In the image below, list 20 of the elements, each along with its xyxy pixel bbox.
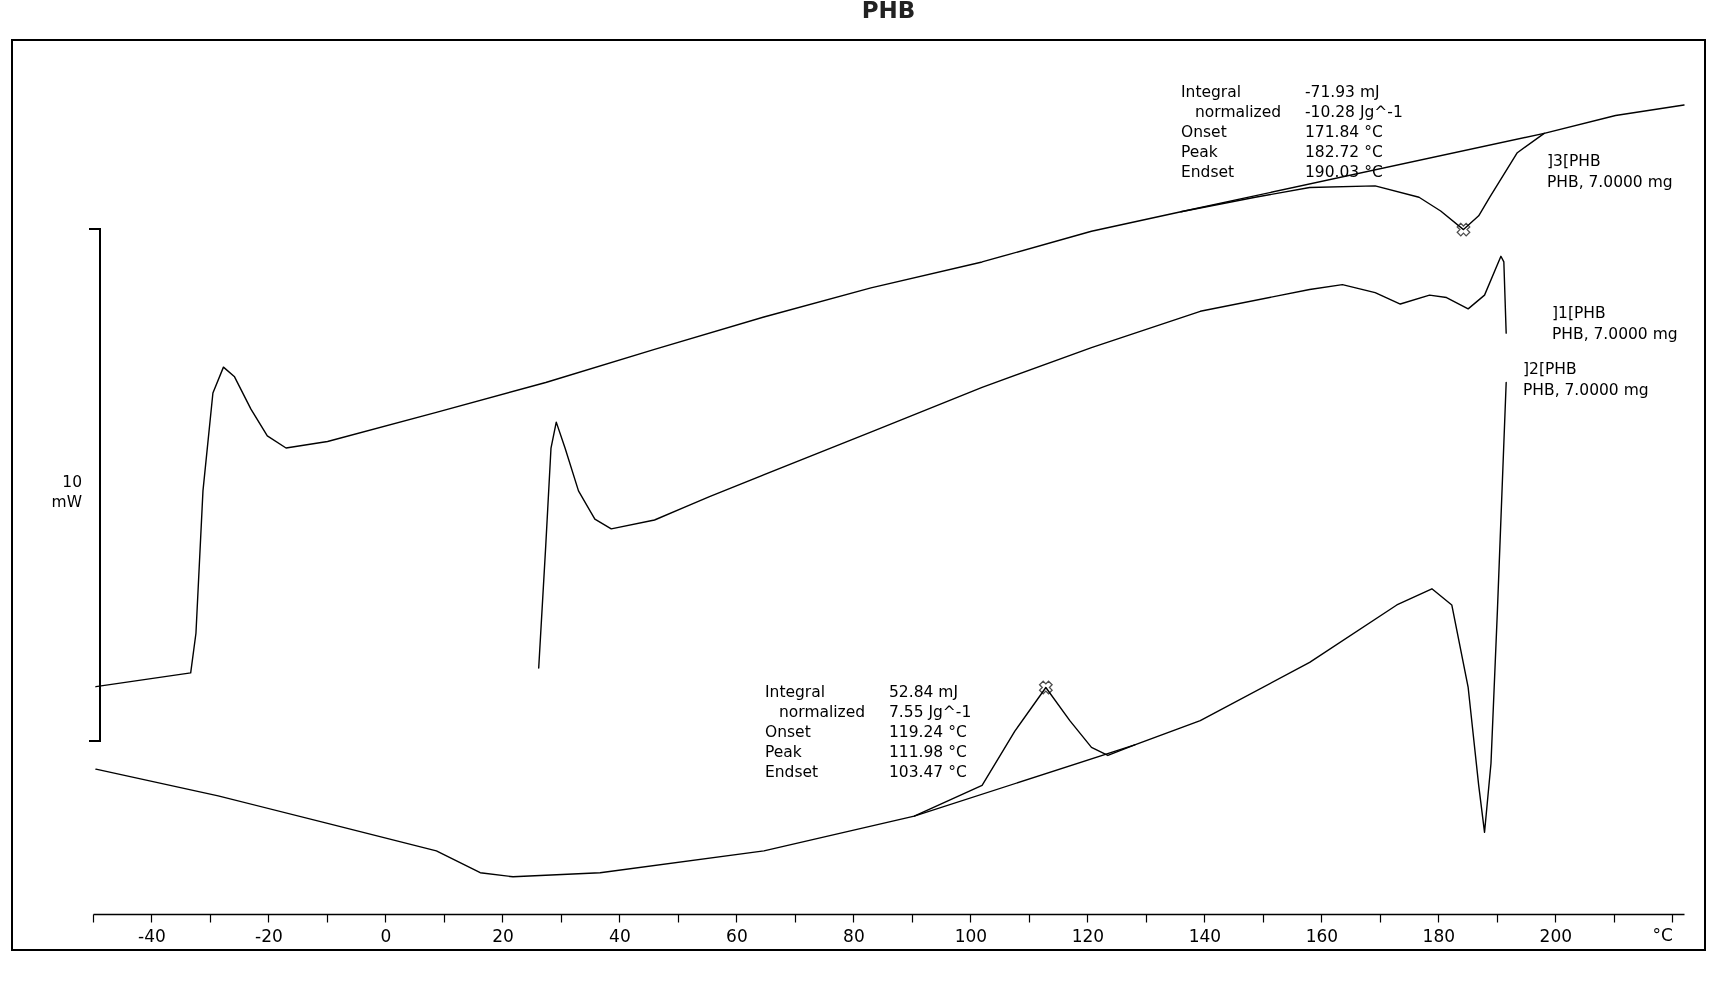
x-tick-label: 140 bbox=[1188, 925, 1222, 946]
text: 10 mW bbox=[51, 473, 82, 511]
x-tick-label: 0 bbox=[380, 925, 392, 946]
x-tick-label: 200 bbox=[1539, 925, 1573, 946]
chart-title: PHB bbox=[861, 0, 916, 23]
x-tick-label: 40 bbox=[609, 925, 631, 946]
x-tick-label: -20 bbox=[255, 925, 283, 946]
x-tick-label: -40 bbox=[138, 925, 166, 946]
x-tick-label: 160 bbox=[1305, 925, 1339, 946]
text: ]1[PHB PHB, 7.0000 mg bbox=[1552, 304, 1678, 343]
x-tick-label: 120 bbox=[1071, 925, 1105, 946]
x-tick-label: 60 bbox=[726, 925, 748, 946]
x-axis-title: °C bbox=[1652, 924, 1673, 945]
series-label: ]3[PHB PHB, 7.0000 mg bbox=[1547, 152, 1673, 191]
x-tick-label: 80 bbox=[843, 925, 865, 946]
text: Integral 52.84 mJ normalized 7.55 Jg^-1 Onset 119.24 °C Peak 111.98 °C Endset 103.47 °C bbox=[765, 683, 972, 781]
series-label: ]2[PHB PHB, 7.0000 mg bbox=[1523, 360, 1649, 399]
x-tick-label: 180 bbox=[1422, 925, 1456, 946]
x-tick-label: 100 bbox=[954, 925, 988, 946]
x-tick-label: 20 bbox=[492, 925, 514, 946]
